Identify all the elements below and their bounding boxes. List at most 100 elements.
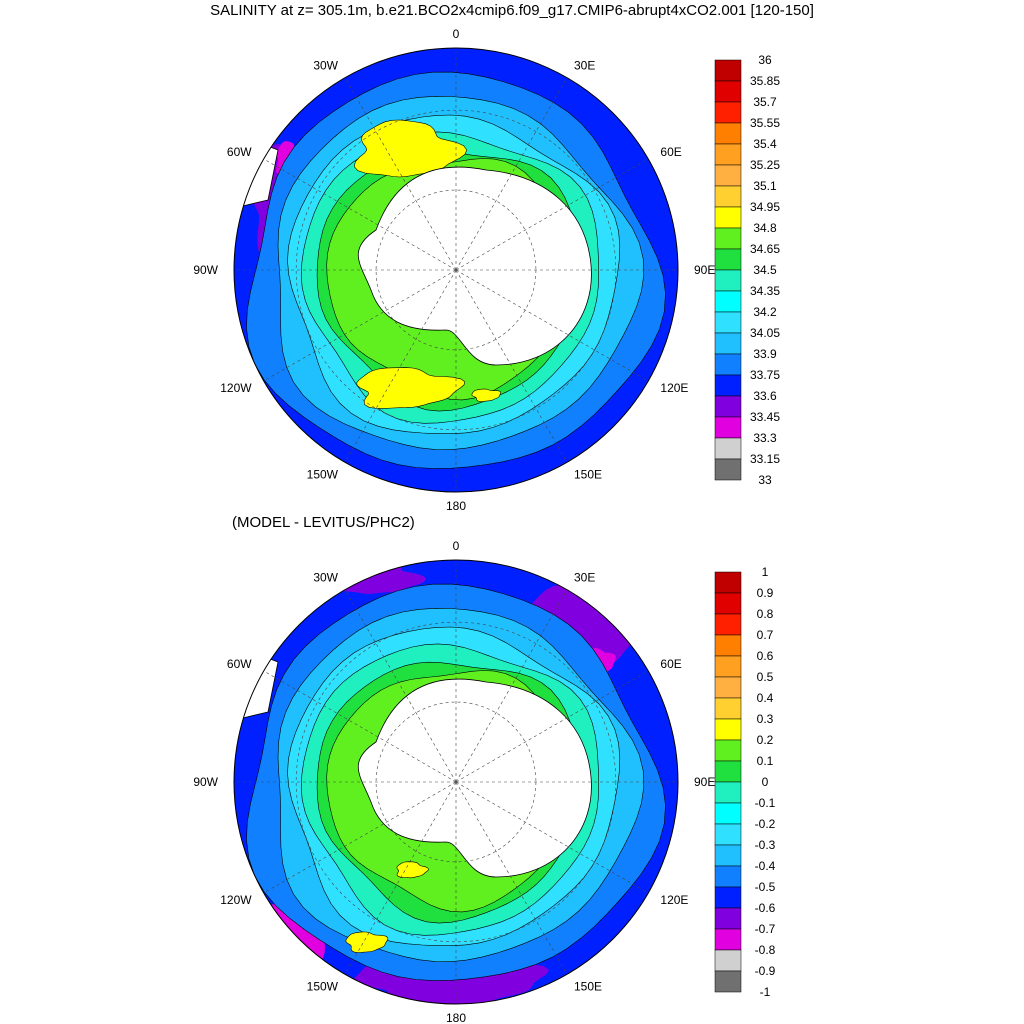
colorbar-label: -0.5 <box>755 880 776 894</box>
colorbar-swatch <box>714 122 742 145</box>
colorbar-swatch <box>714 676 742 699</box>
graticule <box>234 48 678 492</box>
longitude-label: 150E <box>574 979 602 993</box>
longitude-label: 0 <box>453 27 460 41</box>
colorbar-label: 33.9 <box>753 347 777 361</box>
colorbar-swatch <box>714 865 742 888</box>
colorbar-swatch <box>714 802 742 825</box>
longitude-label: 60W <box>227 657 252 671</box>
colorbar-label: 0.5 <box>757 670 774 684</box>
colorbar-label: 36 <box>758 53 772 67</box>
colorbar-swatch <box>714 395 742 418</box>
colorbar-swatch <box>714 59 742 82</box>
colorbar-swatch <box>714 416 742 439</box>
longitude-label: 60W <box>227 145 252 159</box>
colorbar-swatch <box>714 823 742 846</box>
colorbar-label: 34.2 <box>753 305 777 319</box>
colorbar-swatch <box>714 697 742 720</box>
longitude-label: 180 <box>446 499 466 512</box>
colorbar-label: 35.7 <box>753 95 777 109</box>
colorbar-label: 1 <box>762 565 769 579</box>
colorbar-swatch <box>714 353 742 376</box>
longitude-label: 0 <box>453 539 460 553</box>
colorbar-swatch <box>714 655 742 678</box>
panel2-subtitle: (MODEL - LEVITUS/PHC2) <box>232 514 415 531</box>
colorbar-label: -0.2 <box>755 817 776 831</box>
colorbar-swatch <box>714 269 742 292</box>
colorbar-label: 33.15 <box>750 452 780 466</box>
map-boundary <box>233 559 679 1005</box>
anomaly-patch <box>345 931 389 953</box>
colorbar-label: 33 <box>758 473 772 487</box>
colorbar-label: 0.4 <box>757 691 774 705</box>
colorbar-swatch <box>714 101 742 124</box>
colorbar-swatch <box>714 739 742 762</box>
longitude-label: 90E <box>694 263 715 277</box>
colorbar-swatch <box>714 781 742 804</box>
longitude-label: 60E <box>660 145 681 159</box>
longitude-label: 120W <box>220 381 252 395</box>
colorbar-label: 35.25 <box>750 158 780 172</box>
longitude-label: 30W <box>313 571 338 585</box>
antarctica-land <box>358 166 592 366</box>
colorbar-swatch <box>714 718 742 741</box>
colorbar-label: 0.1 <box>757 754 774 768</box>
colorbar-swatch <box>714 571 742 594</box>
colorbar-swatch <box>714 206 742 229</box>
colorbar-swatch <box>714 185 742 208</box>
longitude-label: 120E <box>660 381 688 395</box>
colorbar-swatch <box>714 613 742 636</box>
salinity-map: 0 30E 60E 90E 120E 150E 180 150W 120W 90W 60W 30W 36… <box>193 27 780 512</box>
longitude-label: 180 <box>446 1011 466 1024</box>
colorbar-label: 34.5 <box>753 263 777 277</box>
longitude-label: 90W <box>193 775 218 789</box>
colorbar-label: 34.8 <box>753 221 777 235</box>
colorbar-swatch <box>714 844 742 867</box>
colorbar-swatch <box>714 928 742 951</box>
colorbar-label: -0.6 <box>755 901 776 915</box>
colorbar-label: 35.1 <box>753 179 777 193</box>
longitude-label: 60E <box>660 657 681 671</box>
colorbar-label: 33.45 <box>750 410 780 424</box>
colorbar-swatch <box>714 458 742 481</box>
colorbar-swatch <box>714 332 742 355</box>
colorbar-swatch <box>714 907 742 930</box>
colorbar-label: 0.8 <box>757 607 774 621</box>
colorbar-label: 34.95 <box>750 200 780 214</box>
longitude-label: 150W <box>307 467 339 481</box>
colorbar-label: -0.9 <box>755 964 776 978</box>
colorbar-label: -0.7 <box>755 922 776 936</box>
longitude-label: 30E <box>574 571 595 585</box>
difference-panel: 0 30E 60E 90E 120E 150E 180 150W 120W 90W 60W 30W 1 0… <box>0 512 1024 1024</box>
colorbar-label: 35.85 <box>750 74 780 88</box>
colorbar-swatch <box>714 949 742 972</box>
ocean-field <box>234 560 678 1004</box>
colorbar-label: 33.6 <box>753 389 777 403</box>
colorbar-swatch <box>714 760 742 783</box>
antarctica-land <box>358 678 592 878</box>
colorbar-label: -0.3 <box>755 838 776 852</box>
colorbar-label: 35.55 <box>750 116 780 130</box>
longitude-label: 90W <box>193 263 218 277</box>
colorbar-swatch <box>714 290 742 313</box>
longitude-label: 30W <box>313 59 338 73</box>
colorbar-label: 35.4 <box>753 137 777 151</box>
salinity-panel: 0 30E 60E 90E 120E 150E 180 150W 120W 90W 60W 30W 36… <box>193 27 780 512</box>
colorbar-swatch <box>714 437 742 460</box>
ocean-field <box>234 48 678 492</box>
colorbar-swatch <box>714 886 742 909</box>
colorbar-swatch <box>714 227 742 250</box>
colorbar-label: 34.05 <box>750 326 780 340</box>
longitude-label: 120E <box>660 893 688 907</box>
longitude-label: 90E <box>694 775 715 789</box>
colorbar-label: -0.4 <box>755 859 776 873</box>
colorbar-swatch <box>714 374 742 397</box>
colorbar-swatch <box>714 80 742 103</box>
longitude-label: 30E <box>574 59 595 73</box>
colorbar-label: 34.65 <box>750 242 780 256</box>
colorbar-label: 0.2 <box>757 733 774 747</box>
longitude-label: 150W <box>307 979 339 993</box>
colorbar-swatch <box>714 970 742 993</box>
colorbar-label: -1 <box>760 985 771 999</box>
colorbar-swatch <box>714 311 742 334</box>
